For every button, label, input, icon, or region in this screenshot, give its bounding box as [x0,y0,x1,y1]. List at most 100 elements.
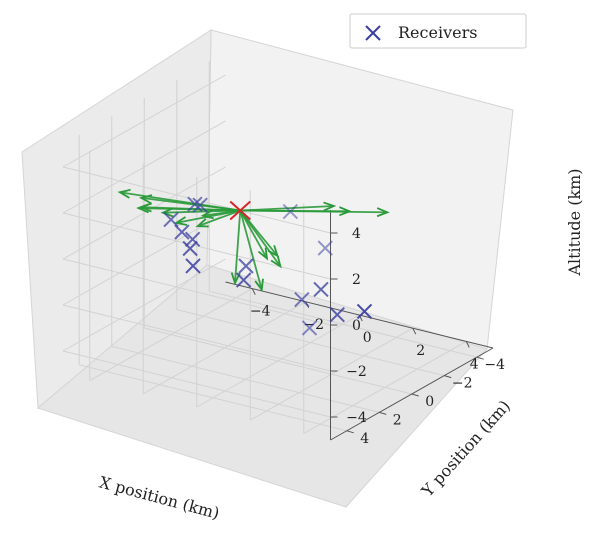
receiver-marker [329,306,345,323]
receiver-stroke [356,303,373,320]
receiver-marker [238,258,254,274]
y-tick-label: −4 [484,357,505,373]
arrow [239,210,269,261]
arrow-shaft [234,210,242,284]
arrow-shaft [239,210,263,290]
arrow-head [200,209,214,220]
grid-line [111,345,380,413]
arrow [230,210,242,286]
receiver-marker [301,320,318,336]
grid-line [62,166,331,234]
arrow-shaft [202,209,241,217]
grid-line [79,364,347,432]
grid-line [62,120,226,214]
receiver-stroke [185,258,201,274]
receiver-marker [192,197,208,213]
x-axis-label: X position (km) [97,473,221,523]
x-tick-label: 2 [416,343,425,359]
arrow-head [173,216,188,226]
arrow-shaft [141,197,241,212]
y-tick-label: 0 [425,394,434,410]
grid-line [62,212,331,280]
legend-receiver-marker [365,25,381,41]
receiver-marker [187,196,203,212]
source-marker-group [229,200,251,221]
grid-line [144,327,412,395]
y-axis-label: Y position (km) [417,396,514,501]
legend-label-receivers: Receivers [398,23,477,42]
grid-line [62,166,226,260]
receiver-stroke [182,240,198,257]
z-axis-label: Altitude (km) [565,168,584,276]
x-tick-label: 0 [363,330,372,346]
grid-lines [62,61,477,434]
x-tick-label: −4 [250,304,271,320]
z-tick-label: −4 [346,410,367,426]
receiver-marker [282,203,299,220]
y-tick [411,393,419,397]
receiver-stroke [313,281,329,298]
y-tick [476,356,484,360]
arrow-head [270,255,282,269]
arrow-head [257,247,269,261]
grid-line [250,327,413,421]
y-tick-label: 2 [393,412,402,428]
receiver-marker [313,281,329,298]
legend-box [349,13,527,49]
arrow-head [138,194,153,205]
receiver-marker [317,240,333,256]
source-stroke [229,200,251,221]
y-tick [346,430,354,434]
arrow [138,194,241,212]
arrow-head [117,188,131,199]
grid-line [62,258,331,326]
receiver-stroke [329,306,345,323]
receiver-stroke [163,211,179,228]
x-tick [465,341,470,348]
arrow-series [117,188,390,293]
arrow-head [160,207,174,218]
receiver-marker [182,240,198,257]
receiver-marker [174,224,190,240]
source-marker [229,200,251,221]
arrow [200,209,241,220]
arrow [240,207,390,218]
receiver-stroke [294,291,310,308]
receiver-marker [356,303,373,320]
arrow-shaft [239,210,268,259]
receiver-marker [294,291,310,308]
arrow [239,209,280,258]
receiver-stroke [184,231,201,248]
arrow [239,210,264,293]
receiver-marker [235,272,252,288]
arrow-head [323,201,337,212]
x-tick [412,327,417,335]
floor-xy [36,264,488,508]
arrow-head [195,218,209,228]
receiver-stroke [235,272,252,288]
y-tick-label: 4 [360,431,369,447]
receiver-marker [163,211,179,228]
receiver-series [163,196,373,336]
y-tick-label: −2 [452,376,473,392]
arrow-head [267,245,280,258]
y-tick [379,411,387,415]
legend: Receivers [349,13,527,49]
receiver-stroke [317,240,333,256]
x-tick [251,288,256,295]
z-tick-label: 2 [352,272,361,288]
arrow-shaft [239,209,279,257]
receiver-stroke [187,196,203,212]
receiver-marker [185,258,201,274]
arrow-head [230,272,241,286]
y-tick [444,375,452,379]
receiver-stroke [301,320,318,336]
receiver-stroke [238,258,254,274]
grid-line [62,74,226,168]
receiver-stroke [192,197,208,213]
z-tick-label: −2 [346,364,367,380]
arrow-shaft [240,209,388,214]
z-tick-label: 0 [352,318,361,334]
arrow-head [136,203,150,214]
